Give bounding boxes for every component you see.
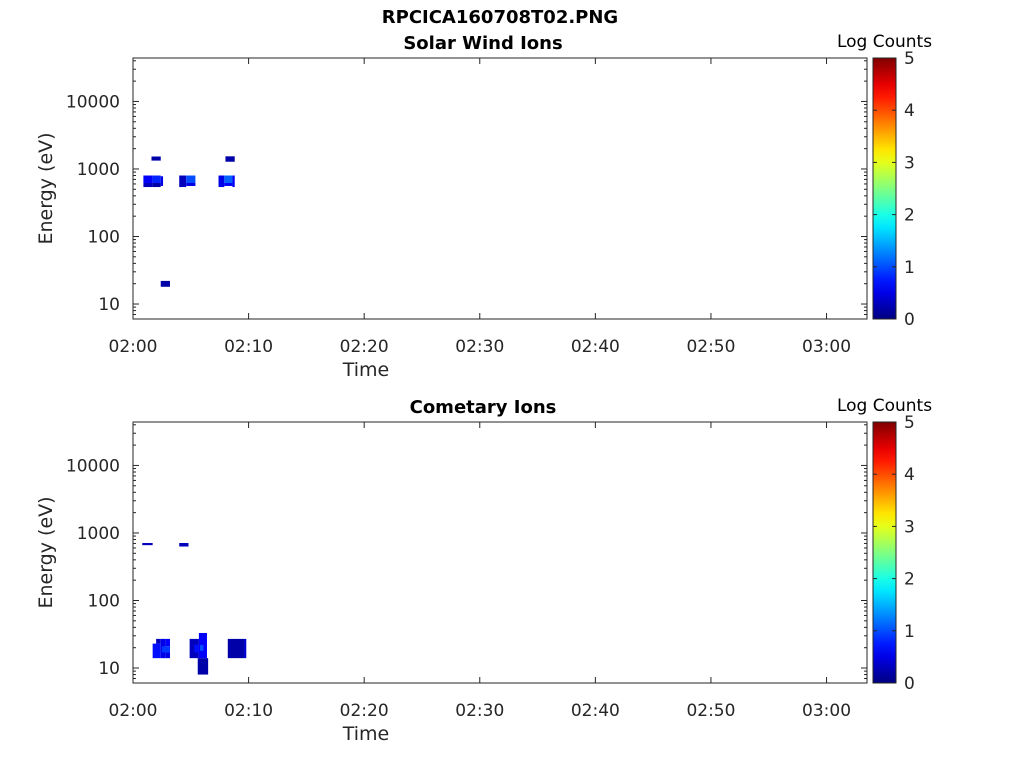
- heatmap-cell: [156, 638, 161, 644]
- y-axis-label: Energy (eV): [35, 132, 57, 244]
- heatmap-cell: [225, 156, 235, 162]
- heatmap-cell: [160, 176, 164, 186]
- colorbar-tick-label: 3: [904, 153, 915, 173]
- x-tick-label: 02:30: [455, 701, 504, 721]
- heatmap-cell: [161, 646, 170, 653]
- x-tick-label: 02:30: [455, 337, 504, 357]
- x-tick-label: 03:00: [802, 337, 851, 357]
- heatmap-cell: [186, 182, 196, 186]
- heatmap-cell: [160, 280, 170, 287]
- panel-1: Solar Wind Ions 02:00 02:10 02:20 02:30 02:40…: [35, 32, 932, 381]
- x-axis-label: Time: [342, 723, 390, 745]
- x-tick-label: 03:00: [802, 701, 851, 721]
- x-tick-label: 02:20: [340, 337, 389, 357]
- colorbar-tick-label: 5: [904, 413, 915, 433]
- colorbar-tick-label: 3: [904, 517, 915, 537]
- heatmap-cells: [143, 156, 235, 287]
- y-tick-label: 10000: [66, 92, 120, 112]
- heatmap-cell: [143, 175, 153, 183]
- colorbar-tick-label: 4: [904, 465, 915, 485]
- heatmap-cell: [151, 156, 161, 161]
- x-tick-label: 02:00: [109, 337, 158, 357]
- y-tick-label: 100: [88, 591, 120, 611]
- heatmap-cell: [224, 175, 233, 183]
- colorbar-tick-label: 0: [904, 674, 915, 694]
- heatmap-cell: [165, 652, 170, 659]
- colorbar-gradient: [872, 421, 897, 684]
- x-tick-label: 02:50: [686, 337, 735, 357]
- y-tick-label: 1000: [77, 524, 120, 544]
- colorbar-tick-label: 1: [904, 258, 915, 278]
- heatmap-cell: [218, 175, 225, 188]
- colorbar-tick-label: 2: [904, 570, 915, 590]
- heatmap-cell: [232, 175, 235, 188]
- heatmap-cell: [186, 175, 196, 183]
- x-tick-label: 02:40: [571, 337, 620, 357]
- x-tick-label: 02:00: [109, 701, 158, 721]
- heatmap-cell: [194, 644, 199, 653]
- heatmap-cell: [197, 658, 209, 675]
- heatmap-cell: [152, 182, 161, 188]
- colorbar-tick-label: 1: [904, 622, 915, 642]
- heatmap-cell: [142, 543, 153, 546]
- x-tick-label: 02:10: [224, 701, 273, 721]
- figure-title: RPCICA160708T02.PNG: [381, 7, 619, 28]
- plot-frame: [132, 57, 868, 320]
- plot-frame: [132, 421, 868, 684]
- x-tick-label: 02:20: [340, 701, 389, 721]
- heatmap-cell: [165, 638, 170, 647]
- panel-title: Cometary Ions: [410, 397, 557, 418]
- y-tick-label: 100: [88, 227, 120, 247]
- heatmap-cell: [224, 182, 233, 186]
- heatmap-cell: [143, 182, 153, 188]
- y-tick-label: 10: [98, 295, 120, 315]
- y-tick-label: 1000: [77, 160, 120, 180]
- x-axis-label: Time: [342, 359, 390, 381]
- colorbar-title: Log Counts: [837, 396, 932, 416]
- y-axis-label: Energy (eV): [35, 496, 57, 608]
- heatmap-cell: [179, 543, 189, 547]
- colorbar-title: Log Counts: [837, 32, 932, 52]
- heatmap-cell: [152, 643, 161, 659]
- heatmap-cell: [243, 638, 247, 659]
- y-tick-label: 10000: [66, 456, 120, 476]
- panel-title: Solar Wind Ions: [403, 33, 562, 54]
- heatmap-cells: [142, 543, 247, 675]
- colorbar-tick-label: 2: [904, 206, 915, 226]
- heatmap-cell: [179, 175, 187, 188]
- colorbar-tick-label: 4: [904, 101, 915, 121]
- heatmap-cell: [227, 638, 244, 659]
- heatmap-cell: [200, 644, 204, 651]
- colorbar-tick-label: 0: [904, 310, 915, 330]
- y-tick-label: 10: [98, 659, 120, 679]
- colorbar-tick-label: 5: [904, 49, 915, 69]
- x-tick-label: 02:40: [571, 701, 620, 721]
- colorbar-gradient: [872, 57, 897, 320]
- x-tick-label: 02:50: [686, 701, 735, 721]
- heatmap-cell: [152, 175, 161, 183]
- x-tick-label: 02:10: [224, 337, 273, 357]
